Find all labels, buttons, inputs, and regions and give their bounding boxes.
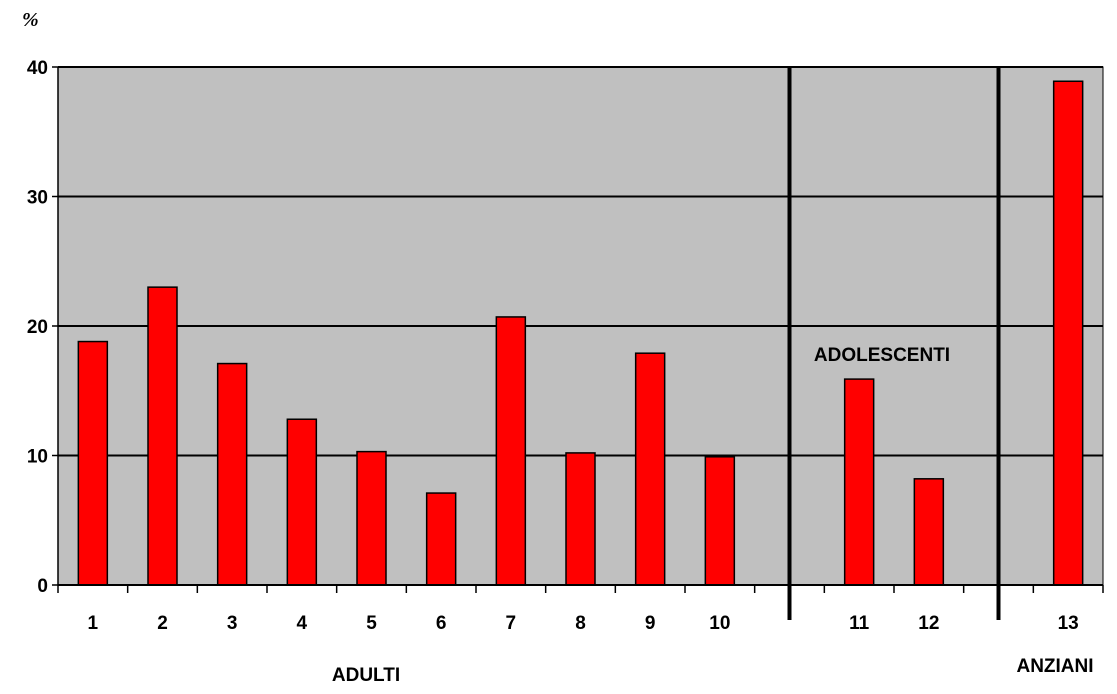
bar-13 [1052, 80, 1084, 586]
y-tick-label: 40 [27, 58, 48, 79]
bar-11 [843, 378, 875, 586]
x-tick-label: 5 [366, 613, 377, 634]
x-tick-label: 3 [227, 613, 238, 634]
x-tick-label: 9 [645, 613, 656, 634]
x-tick-label: 6 [436, 613, 447, 634]
bar-10 [704, 456, 736, 586]
group-label-adolescenti: ADOLESCENTI [814, 345, 950, 366]
x-tick-label: 10 [709, 613, 730, 634]
group-separators [787, 67, 1001, 620]
bar-4 [286, 418, 318, 586]
x-tick-label: 13 [1058, 613, 1079, 634]
y-axis-label: % [22, 9, 39, 31]
group-label-adulti: ADULTI [332, 665, 400, 686]
x-tick-label: 8 [575, 613, 586, 634]
y-tick-label: 10 [27, 447, 48, 468]
group-label-anziani: ANZIANI [1016, 656, 1093, 677]
bar-7 [495, 316, 527, 586]
x-tick-label: 11 [849, 613, 870, 634]
x-tick-label: 7 [506, 613, 517, 634]
bar-8 [565, 452, 596, 586]
x-tick-label: 12 [918, 613, 939, 634]
x-tick-label: 4 [297, 613, 308, 634]
y-tick-label: 30 [27, 188, 48, 209]
y-tick-labels: 0 10 20 30 40 [27, 58, 48, 597]
x-tick-label: 2 [157, 613, 168, 634]
bar-3 [216, 362, 248, 586]
y-tick-label: 0 [37, 576, 48, 597]
axes [52, 66, 1104, 593]
bar-6 [425, 492, 457, 586]
bar-5 [356, 450, 387, 586]
x-tick-label: 1 [88, 613, 99, 634]
bar-12 [913, 478, 945, 586]
bar-9 [634, 352, 666, 586]
y-tick-label: 20 [27, 317, 48, 338]
bar-2 [147, 286, 178, 586]
x-tick-labels: 1 2 3 4 5 6 7 8 9 10 11 12 13 [88, 613, 1079, 634]
bar-1 [77, 340, 109, 586]
